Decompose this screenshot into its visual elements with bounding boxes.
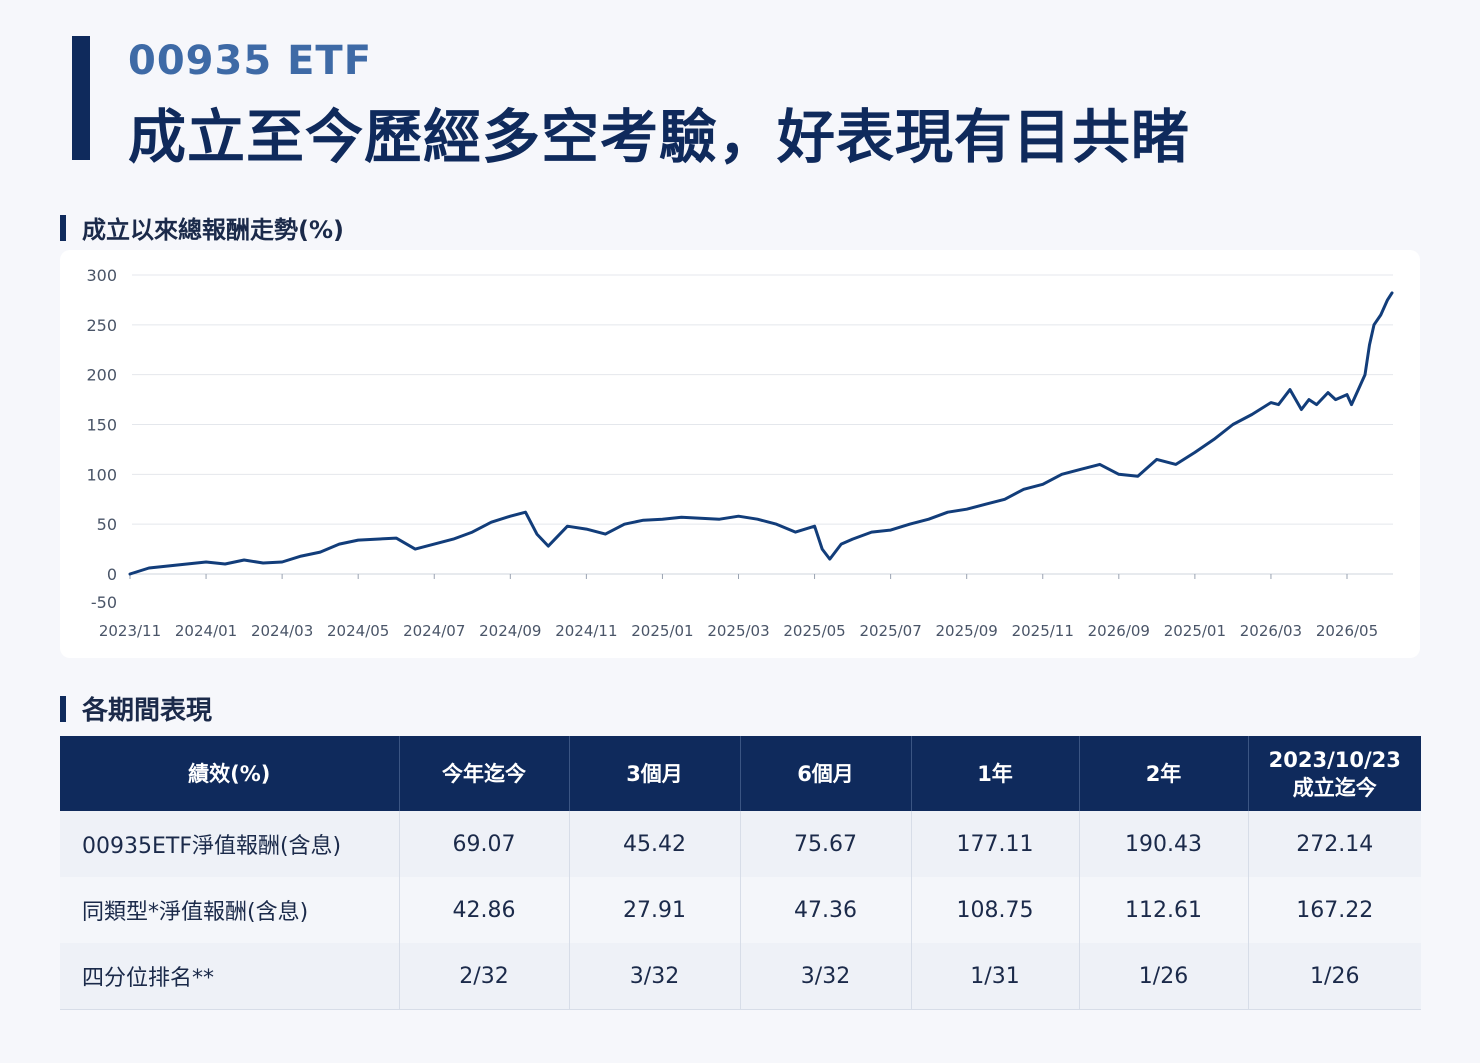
table-cell: 3/32: [569, 943, 741, 1010]
table-cell: 1/31: [911, 943, 1080, 1010]
table-row: 同類型*淨值報酬(含息) 42.86 27.91 47.36 108.75 11…: [60, 877, 1421, 943]
table-cell: 108.75: [911, 877, 1080, 943]
y-tick-label: 150: [86, 416, 117, 435]
table-cell: 190.43: [1079, 811, 1249, 877]
page-title: 成立至今歷經多空考驗，好表現有目共睹: [128, 103, 1191, 171]
table-cell: 42.86: [399, 877, 570, 943]
y-tick-label: 0: [107, 565, 117, 584]
chart-section-header: 成立以來總報酬走勢(%): [60, 210, 344, 245]
return-line-chart: 300 250 200 150 100 50 0 -50 2023/11 2024/01 2024…: [86, 266, 1394, 640]
table-cell: 69.07: [399, 811, 570, 877]
x-tick-label: 2026/09: [1088, 622, 1150, 640]
y-tick-label: 100: [86, 465, 117, 484]
table-cell: 47.36: [740, 877, 912, 943]
header-inception-label: 成立迄今: [1292, 775, 1377, 800]
x-tick-label: 2025/01: [631, 622, 693, 640]
x-tick-label: 2023/11: [99, 622, 161, 640]
table-row: 00935ETF淨值報酬(含息) 69.07 45.42 75.67 177.1…: [60, 811, 1421, 877]
series-line: [128, 291, 1394, 576]
table-cell: 167.22: [1248, 877, 1421, 943]
table-cell: 1/26: [1079, 943, 1249, 1010]
table-cell: 2/32: [399, 943, 570, 1010]
header-since-inception: 2023/10/23 成立迄今: [1248, 736, 1421, 811]
header-6m: 6個月: [740, 736, 912, 811]
table-section-header: 各期間表現: [60, 690, 212, 727]
x-tick-label: 2024/11: [555, 622, 617, 640]
section-marker-icon: [60, 695, 66, 722]
table-cell: 45.42: [569, 811, 741, 877]
table-cell: 112.61: [1079, 877, 1249, 943]
table-header-row: 績效(%) 今年迄今 3個月 6個月 1年 2年 2023/10/23 成立迄今: [60, 736, 1421, 811]
table-cell: 75.67: [740, 811, 912, 877]
hero-accent-bar: [72, 36, 90, 160]
eyebrow-title: 00935 ETF: [128, 38, 373, 84]
x-tick-label: 2024/03: [251, 622, 313, 640]
y-tick-label: 200: [86, 366, 117, 385]
x-tick-label: 2024/09: [479, 622, 541, 640]
chart-card: 300 250 200 150 100 50 0 -50 2023/11 2024/01 2024…: [60, 250, 1420, 658]
header-inception-date: 2023/10/23: [1268, 747, 1401, 772]
header-ytd: 今年迄今: [399, 736, 570, 811]
table-cell: 1/26: [1248, 943, 1421, 1010]
section-marker-icon: [60, 214, 66, 241]
row-label: 同類型*淨值報酬(含息): [60, 877, 400, 943]
table-cell: 3/32: [740, 943, 912, 1010]
table-cell: 272.14: [1248, 811, 1421, 877]
y-tick-label: 250: [86, 316, 117, 335]
x-tick-label: 2025/11: [1012, 622, 1074, 640]
performance-table: 績效(%) 今年迄今 3個月 6個月 1年 2年 2023/10/23 成立迄今…: [60, 736, 1421, 1010]
table-cell: 27.91: [569, 877, 741, 943]
header-metric: 績效(%): [60, 736, 400, 811]
x-tick-label: 2024/07: [403, 622, 465, 640]
row-label: 00935ETF淨值報酬(含息): [60, 811, 400, 877]
x-tick-label: 2026/03: [1240, 622, 1302, 640]
table-section-title: 各期間表現: [82, 696, 213, 726]
y-tick-label: 300: [86, 266, 117, 285]
table-row: 四分位排名** 2/32 3/32 3/32 1/31 1/26 1/26: [60, 943, 1421, 1010]
x-tick-label: 2025/03: [707, 622, 769, 640]
table-cell: 177.11: [911, 811, 1080, 877]
x-tick-label: 2025/09: [936, 622, 998, 640]
y-tick-label: -50: [91, 593, 117, 612]
x-tick-label: 2024/01: [175, 622, 237, 640]
x-tick-label: 2025/07: [859, 622, 921, 640]
header-3m: 3個月: [569, 736, 741, 811]
x-tick-label: 2025/01: [1164, 622, 1226, 640]
chart-section-title: 成立以來總報酬走勢(%): [82, 216, 344, 244]
y-tick-label: 50: [97, 515, 117, 534]
x-tick-label: 2026/05: [1316, 622, 1378, 640]
header-2y: 2年: [1079, 736, 1249, 811]
x-tick-label: 2025/05: [783, 622, 845, 640]
x-tick-label: 2024/05: [327, 622, 389, 640]
row-label: 四分位排名**: [60, 943, 400, 1010]
header-1y: 1年: [911, 736, 1080, 811]
